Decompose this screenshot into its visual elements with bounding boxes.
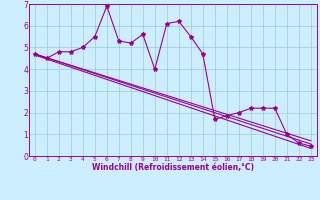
X-axis label: Windchill (Refroidissement éolien,°C): Windchill (Refroidissement éolien,°C) <box>92 163 254 172</box>
